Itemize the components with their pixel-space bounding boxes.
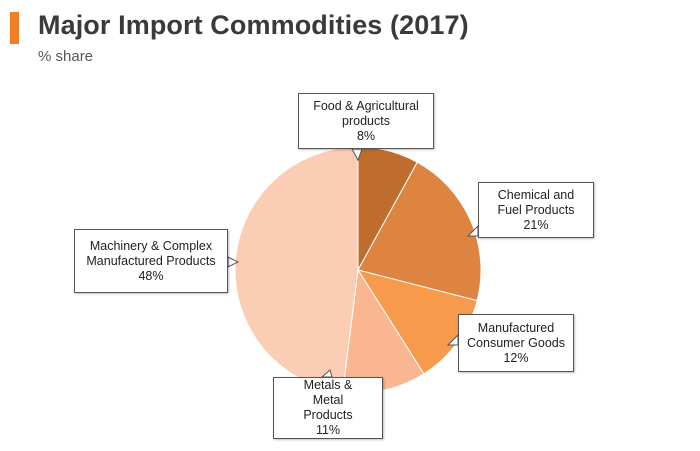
callout-pointer-machinery	[227, 256, 240, 268]
pie-slice-chemical	[357, 161, 482, 302]
chart-title: Major Import Commodities (2017)	[38, 10, 469, 40]
callout-chemical: Chemical and Fuel Products 21%	[478, 182, 594, 238]
callout-food-label: Food & Agricultural products	[313, 98, 419, 128]
callout-metals: Metals & Metal Products 11%	[273, 377, 383, 439]
callout-chemical-value: 21%	[523, 217, 549, 232]
callout-food: Food & Agricultural products 8%	[298, 93, 434, 149]
callout-machinery: Machinery & Complex Manufactured Product…	[74, 229, 228, 293]
callout-consumer: Manufactured Consumer Goods 12%	[458, 314, 574, 372]
chart-subtitle: % share	[38, 48, 94, 65]
callout-metals-label: Metals & Metal Products	[303, 378, 353, 422]
callout-food-value: 8%	[356, 128, 376, 143]
callout-metals-value: 11%	[315, 423, 341, 437]
callout-consumer-label: Manufactured Consumer Goods	[467, 320, 565, 350]
callout-pointer-food	[351, 148, 363, 162]
title-accent-bar	[10, 12, 19, 44]
callout-machinery-value: 48%	[138, 268, 164, 283]
callout-consumer-value: 12%	[503, 350, 529, 365]
callout-chemical-label: Chemical and Fuel Products	[497, 187, 575, 217]
pie-slice-machinery	[234, 146, 359, 393]
callout-machinery-label: Machinery & Complex Manufactured Product…	[86, 238, 216, 268]
